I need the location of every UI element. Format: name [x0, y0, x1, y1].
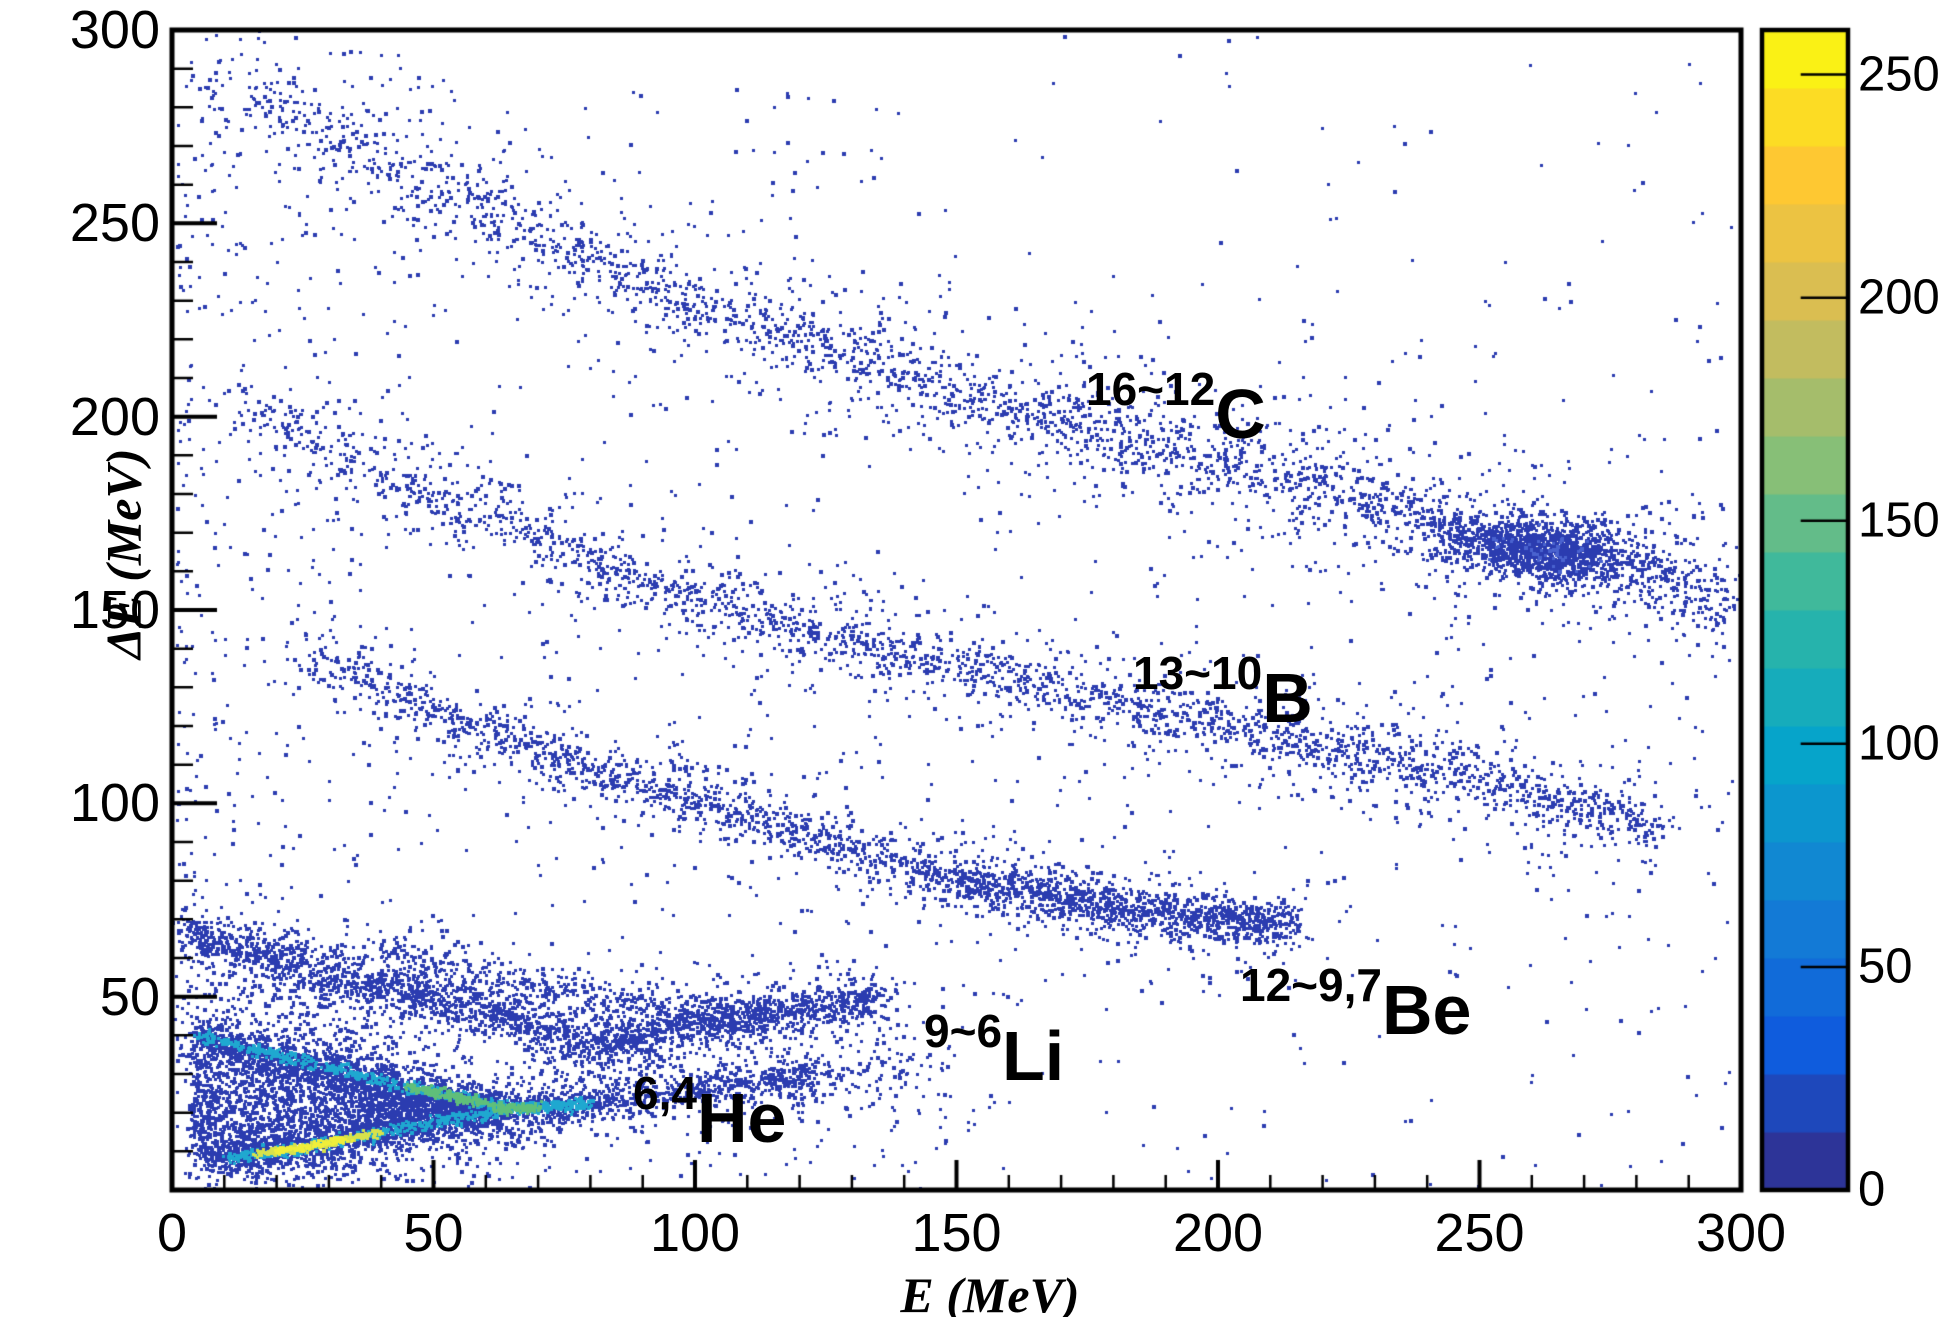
colorbar-tick-label: 150	[1858, 493, 1940, 548]
colorbar-tick-label: 0	[1858, 1162, 1886, 1217]
colorbar-tick-label: 50	[1858, 939, 1913, 994]
annotation-lithium-isotope-range: 9~6	[924, 1005, 1003, 1057]
annotation-carbon-symbol: C	[1215, 375, 1266, 453]
y-tick-label: 200	[69, 386, 160, 447]
x-tick-label: 250	[1434, 1203, 1525, 1263]
y-tick-label: 250	[69, 193, 160, 254]
x-tick-label: 100	[649, 1203, 741, 1263]
colorbar-tick-label: 250	[1858, 47, 1940, 102]
x-tick-label: 150	[911, 1203, 1002, 1263]
y-tick-label: 150	[69, 580, 160, 640]
y-tick-label: 100	[69, 773, 160, 834]
y-tick-label: 300	[69, 0, 160, 60]
annotation-beryllium-isotope-range: 12~9,7	[1240, 959, 1382, 1011]
x-axis-title: E (MeV)	[900, 1267, 1080, 1317]
annotation-carbon: 16~12 C	[1086, 366, 1266, 449]
x-tick-label: 50	[403, 1203, 464, 1263]
x-tick-label: 0	[156, 1203, 188, 1263]
annotation-lithium-symbol: Li	[1002, 1017, 1065, 1095]
x-tick-label: 300	[1695, 1203, 1787, 1263]
annotation-beryllium: 12~9,7 Be	[1240, 962, 1471, 1045]
colorbar-tick-label: 100	[1858, 716, 1940, 771]
annotation-boron: 13~10 B	[1133, 650, 1313, 733]
annotation-boron-symbol: B	[1262, 659, 1313, 737]
annotation-boron-isotope-range: 13~10	[1133, 647, 1263, 699]
annotation-helium-symbol: He	[696, 1079, 787, 1157]
y-tick-label: 50	[99, 966, 160, 1027]
annotation-helium-isotope-range: 6,4	[633, 1067, 697, 1119]
colorbar-tick-label: 200	[1858, 270, 1940, 325]
annotation-helium: 6,4 He	[633, 1070, 786, 1153]
annotation-carbon-isotope-range: 16~12	[1086, 363, 1216, 415]
x-tick-label: 200	[1172, 1203, 1264, 1263]
annotation-lithium: 9~6 Li	[924, 1008, 1064, 1091]
annotation-beryllium-symbol: Be	[1381, 971, 1472, 1049]
